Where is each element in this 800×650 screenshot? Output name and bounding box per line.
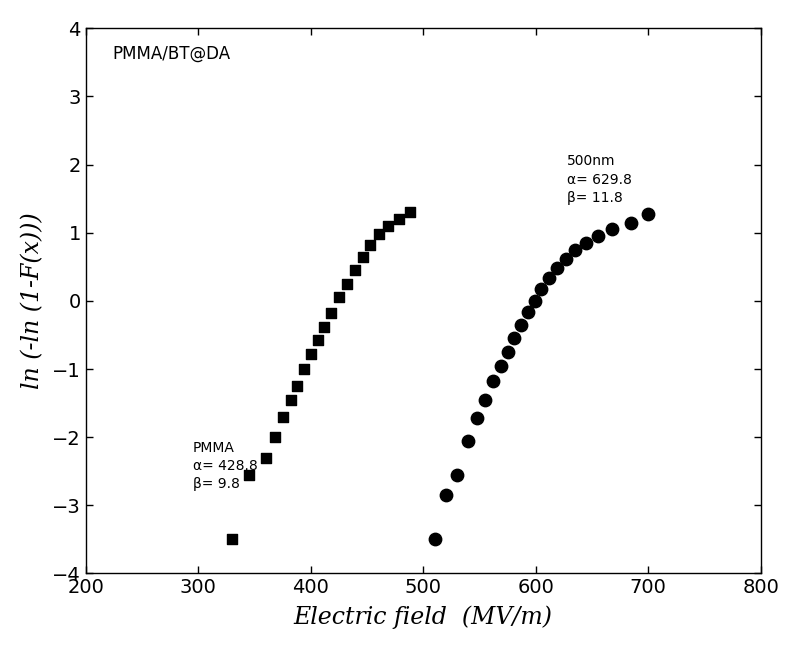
- Point: [591, 231, 604, 241]
- Point: [543, 273, 556, 283]
- Point: [333, 292, 346, 303]
- Point: [428, 534, 441, 545]
- Point: [242, 469, 255, 480]
- Point: [340, 279, 353, 289]
- Point: [569, 245, 582, 255]
- Point: [284, 395, 297, 405]
- Point: [478, 395, 491, 405]
- Point: [226, 534, 238, 545]
- Point: [392, 214, 405, 224]
- Point: [606, 224, 618, 235]
- Point: [625, 217, 638, 228]
- Point: [276, 411, 289, 422]
- Point: [550, 263, 563, 274]
- Point: [311, 335, 324, 346]
- Point: [268, 432, 281, 443]
- Text: PMMA/BT@DA: PMMA/BT@DA: [113, 45, 231, 62]
- Point: [535, 284, 548, 294]
- Point: [528, 296, 541, 306]
- Point: [486, 376, 499, 387]
- Point: [291, 381, 304, 391]
- Point: [382, 221, 394, 231]
- X-axis label: Electric field  (MV/m): Electric field (MV/m): [294, 606, 553, 629]
- Point: [494, 360, 507, 370]
- Point: [304, 349, 317, 359]
- Point: [403, 207, 416, 218]
- Point: [439, 490, 452, 501]
- Point: [325, 308, 338, 318]
- Point: [580, 238, 593, 248]
- Point: [356, 252, 369, 262]
- Point: [462, 436, 474, 446]
- Point: [560, 254, 573, 264]
- Text: 500nm
α= 629.8
β= 11.8: 500nm α= 629.8 β= 11.8: [567, 155, 632, 205]
- Point: [298, 364, 310, 374]
- Point: [348, 265, 361, 276]
- Point: [642, 209, 654, 220]
- Text: PMMA
α= 428.8
β= 9.8: PMMA α= 428.8 β= 9.8: [193, 441, 258, 491]
- Point: [318, 322, 330, 332]
- Point: [514, 320, 527, 330]
- Point: [508, 333, 521, 344]
- Y-axis label: ln (-ln (1-F(x))): ln (-ln (1-F(x))): [21, 213, 44, 389]
- Point: [502, 347, 514, 358]
- Point: [364, 240, 377, 250]
- Point: [522, 307, 534, 318]
- Point: [471, 413, 484, 423]
- Point: [373, 229, 386, 239]
- Point: [259, 452, 272, 463]
- Point: [450, 469, 463, 480]
